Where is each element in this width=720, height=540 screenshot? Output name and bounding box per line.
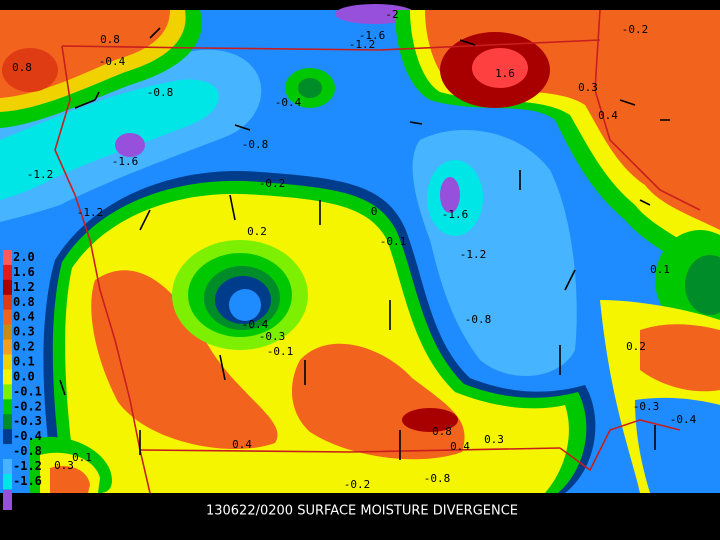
contour-label: -0.8 — [147, 86, 174, 99]
colorbar-swatch — [3, 324, 12, 341]
contour-label: -0.4 — [670, 413, 697, 426]
wind-barbs — [59, 27, 670, 460]
field-area — [440, 177, 460, 213]
contour-label: -0.3 — [259, 330, 286, 343]
contour-label: 0.4 — [232, 438, 252, 451]
state-border — [559, 419, 681, 472]
state-border — [594, 9, 701, 211]
contour-label: 0.2 — [626, 340, 646, 353]
colorbar-swatch — [3, 279, 12, 296]
contour-label: -0.4 — [275, 96, 302, 109]
contour-label: -0.8 — [424, 472, 451, 485]
field-area — [402, 408, 458, 432]
colorbar-swatch — [3, 444, 12, 460]
colorbar-swatch — [3, 339, 12, 356]
contour-labels: 0.80.8 -0.4-0.8-1.6-1.2-1.2-0.8-1.2-1.6-2… — [12, 8, 697, 491]
colorbar-label: 2.0 — [13, 250, 35, 264]
field-area — [640, 324, 720, 392]
colorbar-swatch — [3, 459, 12, 475]
contour-label: -0.2 — [259, 177, 286, 190]
colorbar-swatch — [3, 294, 12, 311]
field-area — [2, 48, 58, 92]
contour-label: -1.2 — [77, 206, 104, 219]
colorbar: 2.01.61.20.80.40.30.20.10.0-0.1-0.2-0.3-… — [3, 250, 42, 510]
colorbar-label: 0.8 — [13, 295, 35, 309]
field-area — [335, 4, 415, 24]
colorbar-swatch — [3, 384, 12, 400]
wind-barb — [59, 27, 670, 460]
field-area — [685, 255, 720, 315]
borders — [54, 9, 701, 494]
contour-label: -0.3 — [633, 400, 660, 413]
contour-label: 0.4 — [450, 440, 470, 453]
contour-label: 0.3 — [54, 459, 74, 472]
contour-label: 1.6 — [495, 67, 515, 80]
colorbar-label: -0.2 — [13, 399, 42, 413]
colorbar-swatch — [3, 414, 12, 430]
colorbar-label: 0.3 — [13, 325, 35, 339]
contour-label: 0.1 — [650, 263, 670, 276]
contour-label: -0.8 — [465, 313, 492, 326]
contour-label: -1.2 — [460, 248, 487, 261]
colorbar-label: 0.4 — [13, 310, 35, 324]
colorbar-swatch — [3, 399, 12, 415]
colorbar-swatch — [3, 369, 12, 385]
contour-label: 0 — [371, 205, 378, 218]
contour-label: -2 — [385, 8, 398, 21]
contour-label: -0.2 — [344, 478, 371, 491]
contour-label: -0.4 — [99, 55, 126, 68]
contour-label: -0.1 — [267, 345, 294, 358]
colorbar-label: -0.1 — [13, 384, 42, 398]
field-area — [472, 48, 528, 88]
field-area — [635, 397, 720, 493]
colorbar-swatch — [3, 264, 12, 281]
colorbar-label: 1.6 — [13, 265, 35, 279]
colorbar-label: 0.0 — [13, 369, 35, 383]
contour-label: 0.8 — [12, 61, 32, 74]
colorbar-swatch — [3, 250, 12, 266]
colorbar-swatch — [3, 309, 12, 326]
contour-label: -0.4 — [242, 318, 269, 331]
field-area — [50, 465, 90, 493]
caption: 130622/0200 SURFACE MOISTURE DIVERGENCE — [206, 504, 518, 519]
contour-label: 0.4 — [598, 109, 618, 122]
colorbar-label: -0.3 — [13, 414, 42, 428]
contour-label: -0.2 — [622, 23, 649, 36]
colorbar-swatch — [3, 429, 12, 445]
colorbar-swatch — [3, 473, 12, 490]
contour-label: -1.6 — [112, 155, 139, 168]
field-area — [91, 270, 278, 449]
field-area — [298, 78, 322, 98]
field-area — [229, 289, 261, 321]
colorbar-swatch — [3, 354, 12, 370]
contour-label: 0.2 — [247, 225, 267, 238]
contour-label: 0.3 — [578, 81, 598, 94]
colorbar-label: 1.2 — [13, 280, 35, 294]
contour-label: -1.6 — [359, 29, 386, 42]
contour-label: -0.1 — [380, 235, 407, 248]
contour-label: -1.2 — [27, 168, 54, 181]
contour-label: 0.8 — [100, 33, 120, 46]
contour-label: -1.2 — [349, 38, 376, 51]
colorbar-label: -1.6 — [13, 474, 42, 488]
state-border — [61, 39, 601, 51]
state-border — [54, 45, 151, 494]
contour-label: 0.3 — [484, 433, 504, 446]
colorbar-swatch — [3, 490, 12, 510]
contour-label: 0.8 — [432, 425, 452, 438]
state-border — [139, 447, 561, 453]
colorbar-label: 0.1 — [13, 354, 35, 368]
contour-label: 0.1 — [72, 451, 92, 464]
colorbar-label: 0.2 — [13, 340, 35, 354]
contour-label: -0.8 — [242, 138, 269, 151]
field-area — [0, 79, 219, 200]
colorbar-label: -0.4 — [13, 429, 42, 443]
colorbar-label: -0.8 — [13, 444, 42, 458]
field-area — [115, 133, 145, 157]
field — [0, 4, 720, 493]
colorbar-label: -1.2 — [13, 459, 42, 473]
contour-label: -1.6 — [442, 208, 469, 221]
